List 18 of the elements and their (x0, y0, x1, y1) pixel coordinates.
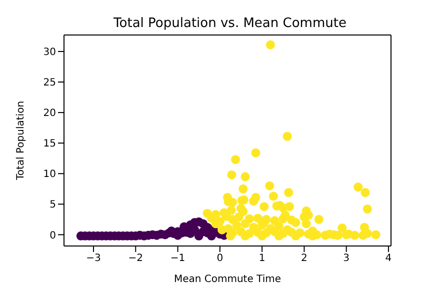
x-tick-label: 2 (301, 253, 308, 264)
y-tick-label: 30 (43, 47, 56, 58)
y-tick-label: 20 (43, 108, 56, 120)
x-axis-title: Mean Commute Time (174, 274, 282, 285)
x-tick-label: 4 (385, 253, 392, 264)
y-tick-label: 5 (50, 200, 56, 211)
y-axis-title: Total Population (16, 100, 27, 182)
x-tick-label: −3 (86, 253, 101, 264)
y-tick-label: 10 (43, 169, 56, 180)
x-tick-label: −1 (170, 253, 186, 264)
x-tick-label: 3 (343, 253, 350, 264)
y-tick-label: 15 (43, 138, 56, 150)
y-tick-label: 25 (43, 78, 56, 89)
x-tick-label: 0 (216, 253, 224, 264)
chart-title: Total Population vs. Mean Commute (112, 16, 348, 31)
x-tick-label: 1 (258, 253, 266, 264)
y-tick-label: 0 (50, 230, 56, 242)
x-tick-label: −2 (128, 253, 144, 264)
